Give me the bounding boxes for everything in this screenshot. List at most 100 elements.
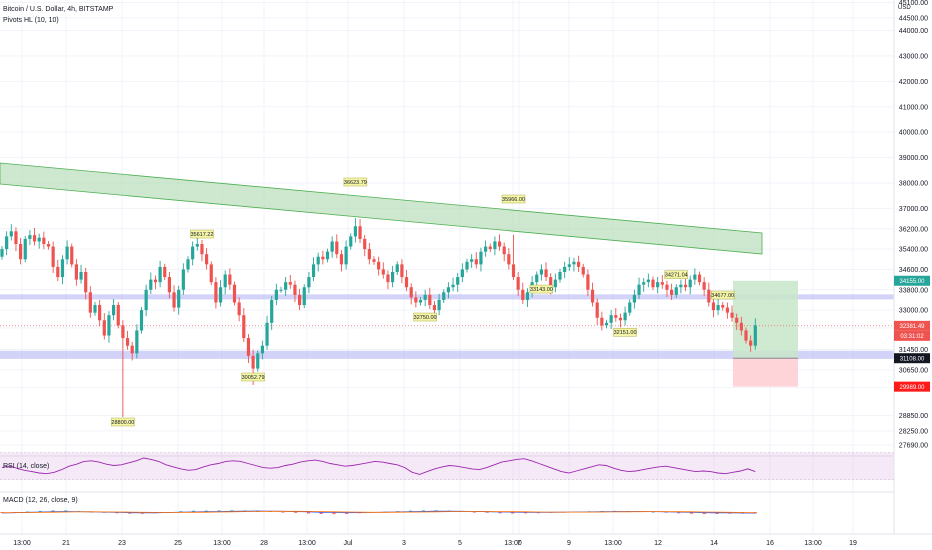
candle-body [539, 269, 543, 275]
candle-body [139, 310, 144, 331]
candle-body [93, 305, 97, 313]
candle-body [251, 355, 255, 369]
candle-body [683, 284, 688, 288]
candle-body [288, 282, 292, 285]
price-badge-label: 34155.00 [899, 279, 925, 285]
candle-body [595, 302, 599, 318]
time-tick-label: 16 [766, 540, 774, 547]
candle-body [107, 315, 111, 336]
pivot-label-box [529, 284, 554, 294]
price-tick-label: 28250.00 [899, 428, 928, 435]
candle-body [279, 289, 283, 291]
time-tick-label: 9 [567, 540, 571, 547]
stop-zone [733, 358, 798, 387]
candle-body [372, 259, 376, 262]
candle-body [232, 284, 237, 303]
candle-body [302, 287, 306, 306]
time-tick-label: 3 [402, 540, 406, 547]
candle-body [484, 246, 488, 252]
candle-body [442, 292, 446, 300]
macd-histogram-bar [38, 510, 42, 512]
price-badge-label: 31108.00 [900, 357, 925, 363]
price-axis[interactable]: 45100.00 44500.00 44000.00 43000.00 42000.00… [893, 0, 932, 534]
macd-histogram-bar [281, 512, 285, 513]
pivot-label: 34677.00 [711, 293, 734, 299]
candle-body [553, 279, 557, 288]
candle-body [223, 274, 227, 288]
macd-histogram-bar [306, 512, 311, 514]
price-tick-label: 39000.00 [899, 155, 928, 162]
signal-line [1, 510, 756, 514]
resistance-zone [0, 294, 894, 300]
pivot-label: 30052.79 [242, 375, 265, 381]
candle-body [632, 294, 636, 303]
candle-body [270, 299, 274, 323]
time-tick-label: 13:00 [213, 540, 231, 547]
candle-body [456, 277, 460, 285]
target-zone [733, 280, 798, 359]
price-tick-label: 42000.00 [899, 79, 928, 86]
macd-legend[interactable]: MACD (12, 26, close, 9) [3, 497, 78, 504]
time-axis[interactable]: 13:00 21 23 25 13:00 28 13:00 Jul 3 5 13:007 9 13:00… [0, 533, 932, 547]
candle-body [488, 246, 492, 250]
candle-body [330, 241, 334, 252]
candle-body [470, 259, 474, 262]
resistance-channel [0, 162, 763, 255]
symbol-legend[interactable]: Bitcoin / U.S. Dollar, 4h, BITSTAMP [3, 6, 114, 13]
price-tick-label: 27690.00 [899, 443, 928, 450]
candle-body [186, 259, 190, 270]
candle-body [46, 244, 51, 247]
price-tick-label: 33800.00 [899, 287, 928, 294]
candle-body [70, 246, 74, 265]
price-tick-label: 41000.00 [899, 104, 928, 111]
candle-body [567, 264, 571, 267]
candle-body [209, 264, 213, 283]
candle-body [316, 256, 320, 265]
currency-label: USD [898, 5, 911, 11]
candle-body [400, 264, 404, 278]
price-tick-label: 36200.00 [899, 226, 928, 233]
candle-body [516, 277, 520, 290]
candle-body [335, 241, 339, 255]
indicator-legend[interactable]: Pivots HL (10, 10) [3, 17, 59, 24]
candle-body [446, 287, 450, 293]
candle-body [744, 330, 748, 341]
candle-body [521, 289, 525, 300]
candle-body [460, 269, 464, 278]
macd-histogram-bar [472, 512, 477, 513]
price-tick-label: 44500.00 [899, 15, 928, 22]
candle-body [246, 338, 251, 356]
candle-body [214, 282, 218, 303]
candle-body [5, 236, 9, 250]
candle-body [23, 238, 27, 260]
macd-histogram-bar [689, 512, 694, 514]
price-axis-bg [894, 0, 932, 534]
pivot-label: 35617.22 [190, 232, 213, 238]
candle-body [344, 246, 348, 265]
macd-histogram-bar [511, 512, 515, 514]
candle-body [84, 271, 88, 293]
time-tick-label: Jul [344, 540, 353, 547]
candle-body [37, 237, 41, 242]
candle-body [693, 274, 697, 280]
candle-body [730, 312, 734, 318]
candle-body [102, 320, 106, 336]
time-tick-label: 13:00 [13, 540, 31, 547]
macd-histogram-bar [204, 510, 208, 512]
candle-body [581, 266, 585, 275]
candle-body [181, 269, 185, 290]
candle-body [321, 256, 325, 260]
candle-body [651, 279, 655, 288]
rsi-legend[interactable]: RSI (14, close) [3, 463, 50, 470]
macd-histogram-bar [677, 512, 681, 514]
candle-body [19, 244, 23, 260]
price-tick-label: 34600.00 [899, 267, 928, 274]
candle-body [60, 259, 65, 278]
candle-body [256, 353, 260, 369]
candle-body [167, 277, 171, 293]
candle-body [121, 325, 125, 339]
candle-body [600, 317, 604, 326]
candle-body [112, 305, 116, 316]
candle-body [437, 299, 441, 311]
